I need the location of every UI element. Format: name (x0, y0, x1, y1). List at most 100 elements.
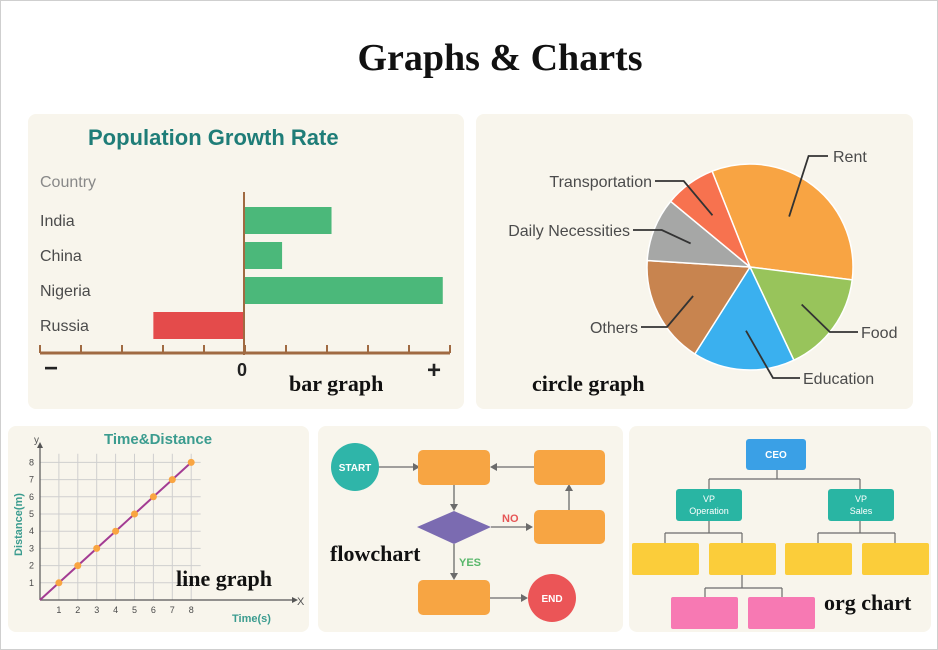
flow-no-label: NO (502, 513, 519, 525)
line-point (112, 527, 120, 535)
org-vp-operation-box (676, 489, 742, 521)
line-x-axis-label: Time(s) (232, 613, 271, 625)
line-chart-title: Time&Distance (104, 431, 212, 448)
bar-russia (153, 312, 244, 339)
flow-arrowhead (521, 594, 528, 602)
line-chart-grid (40, 453, 201, 600)
line-x-tick-label: 8 (189, 605, 194, 615)
line-point (93, 544, 101, 552)
bar-label-nigeria: Nigeria (40, 283, 91, 300)
org-box (785, 543, 852, 575)
bar-axis-plus: + (427, 357, 441, 384)
pie-slice-food (748, 266, 854, 362)
flow-yes-box (418, 580, 490, 615)
org-vp-operation-line1: VP (703, 494, 715, 504)
line-x-tick-label: 5 (132, 605, 137, 615)
page-title: Graphs & Charts (357, 37, 643, 79)
bar-axis-minus: − (44, 355, 58, 382)
line-graph-caption: line graph (176, 566, 272, 591)
org-box (862, 543, 929, 575)
bar-india (245, 207, 332, 234)
line-point (187, 458, 195, 466)
org-chart-caption: org chart (824, 590, 912, 615)
line-point (168, 476, 176, 484)
line-chart-axes: 1 2 3 4 5 6 7 8 1 2 3 4 5 6 7 8 (29, 442, 298, 615)
flow-arrowhead (526, 523, 533, 531)
line-chart: Time&Distance 1 2 3 4 5 6 7 8 1 2 3 4 5 6 7 8 y X Time(… (13, 431, 305, 625)
pie-label-food: Food (861, 325, 897, 342)
bar-nigeria (245, 277, 443, 304)
pie-slices (646, 163, 854, 371)
line-y-tick-label: 2 (29, 561, 34, 571)
flow-decision-node (417, 511, 491, 544)
line-x-tick-label: 6 (151, 605, 156, 615)
line-y-tick-label: 1 (29, 578, 34, 588)
org-ceo-box (746, 439, 806, 470)
flow-arrowhead (450, 504, 458, 511)
flow-arrowhead (565, 484, 573, 491)
pie-label-daily-necessities: Daily Necessities (508, 223, 630, 240)
pie-chart: Rent Food Education Others Daily Necessities… (508, 149, 897, 396)
line-point (74, 562, 82, 570)
line-graph-panel (8, 426, 309, 632)
org-ceo-label: CEO (765, 450, 787, 461)
flow-start-node (331, 443, 379, 491)
bar-chart-ticks (39, 345, 451, 353)
line-y-tick-label: 8 (29, 457, 34, 467)
bar-group: India China Nigeria Russia (40, 207, 443, 339)
bar-chart-category-header: Country (40, 174, 96, 191)
bar-axis-zero: 0 (237, 360, 247, 380)
line-x-axis-arrow (292, 597, 298, 603)
pie-labels: Rent Food Education Others Daily Necessities… (508, 149, 897, 388)
org-vp-operation-line2: Operation (689, 506, 729, 516)
circle-graph-caption: circle graph (532, 371, 645, 396)
flow-arrowhead (450, 573, 458, 580)
org-box (632, 543, 699, 575)
line-y-axis-arrow (37, 442, 43, 448)
flowchart-caption: flowchart (330, 541, 421, 566)
pie-slice-others (646, 259, 752, 356)
pie-label-rent: Rent (833, 149, 867, 166)
pie-leader-education (745, 330, 800, 379)
org-leaf-box (748, 597, 815, 629)
bar-label-russia: Russia (40, 318, 89, 335)
line-y-tick-label: 7 (29, 475, 34, 485)
line-y-tick-label: 4 (29, 526, 34, 536)
org-vp-sales-box (828, 489, 894, 521)
flowchart (377, 463, 573, 602)
bar-chart: Population Growth Rate Country India Chin… (39, 125, 451, 396)
line-y-tick-label: 6 (29, 492, 34, 502)
pie-leader-rent (788, 155, 828, 217)
pie-slice-education (693, 265, 795, 371)
bar-graph-caption: bar graph (289, 371, 383, 396)
pie-slice-rent (711, 163, 854, 281)
pie-slice-transportation (669, 170, 751, 268)
line-x-tick-label: 7 (170, 605, 175, 615)
line-y-tick-label: 5 (29, 509, 34, 519)
bar-label-india: India (40, 213, 75, 230)
flowchart-nodes: START NO YES END flowchart (330, 443, 605, 622)
flow-yes-label: YES (459, 557, 481, 569)
line-x-tick-label: 1 (56, 605, 61, 615)
bar-china (245, 242, 283, 269)
pie-leader-transportation (655, 180, 714, 216)
flow-end-label: END (541, 594, 562, 605)
flow-process-box (418, 450, 490, 485)
line-y-axis-letter: y (34, 435, 39, 446)
org-leaf-box (671, 597, 738, 629)
line-x-axis-letter: X (297, 596, 305, 608)
line-point (131, 510, 138, 518)
pie-label-education: Education (803, 371, 874, 388)
line-point (55, 579, 63, 587)
pie-label-others: Others (590, 320, 638, 337)
line-y-tick-label: 3 (29, 543, 34, 553)
pie-leader-daily-necessities (633, 229, 692, 245)
pie-leader-others (641, 295, 694, 328)
line-chart-series (39, 458, 195, 601)
flow-arrowhead (413, 463, 420, 471)
line-y-axis-label: Distance(m) (13, 493, 25, 556)
line-point (149, 493, 157, 501)
org-box (709, 543, 776, 575)
line-x-tick-label: 3 (94, 605, 99, 615)
